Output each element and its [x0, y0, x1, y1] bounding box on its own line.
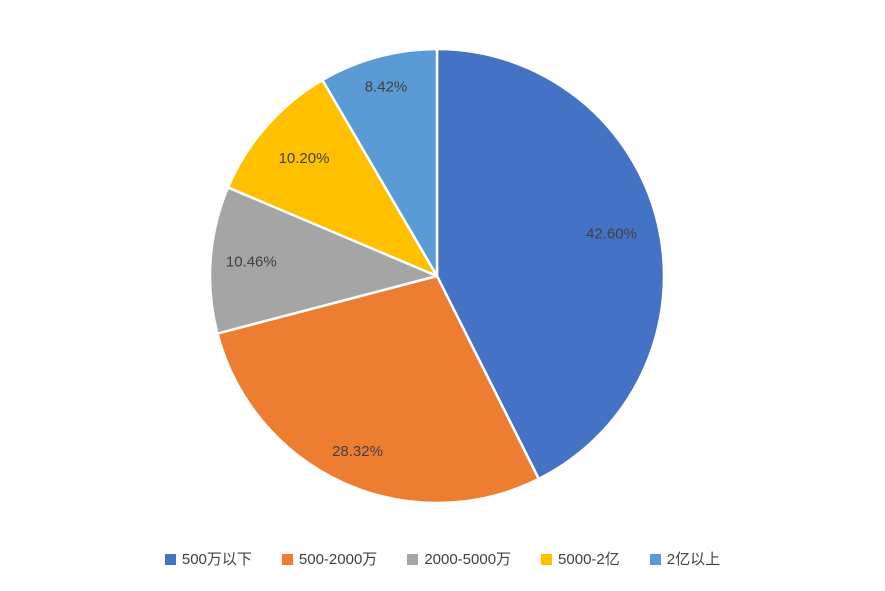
legend-label: 2000-5000万 [424, 551, 512, 568]
legend-swatch-icon [164, 554, 176, 565]
pie-slice-1[interactable] [435, 47, 666, 481]
legend-swatch-icon [649, 554, 661, 565]
legend-swatch-icon [281, 554, 293, 565]
pie-slice-2[interactable] [216, 274, 541, 505]
legend-label: 2亿以上 [666, 551, 721, 568]
legend-label: 500-2000万 [298, 551, 378, 568]
data-label-1: 42.60% [586, 226, 637, 243]
legend-item-4[interactable]: 5000-2亿 [541, 552, 620, 567]
legend-swatch-icon [541, 554, 553, 565]
legend-item-1[interactable]: 500万以下 [164, 551, 252, 568]
pie-slice-5[interactable] [321, 47, 439, 278]
legend-item-2[interactable]: 500-2000万 [281, 551, 378, 568]
legend-item-3[interactable]: 2000-5000万 [407, 552, 511, 567]
pie-slice-3[interactable] [208, 186, 439, 335]
legend: 500万以下 500-2000万 2000-5000万 5000-2亿 2亿以上 [0, 552, 885, 567]
legend-item-5[interactable]: 2亿以上 [649, 551, 721, 568]
data-label-3: 10.46% [226, 254, 277, 271]
pie-slice-4[interactable] [226, 78, 439, 278]
data-label-5: 8.42% [365, 79, 408, 96]
data-label-2: 28.32% [332, 443, 383, 460]
data-label-4: 10.20% [279, 150, 330, 167]
legend-label: 5000-2亿 [558, 551, 620, 568]
legend-label: 500万以下 [181, 551, 252, 568]
legend-swatch-icon [407, 554, 419, 565]
